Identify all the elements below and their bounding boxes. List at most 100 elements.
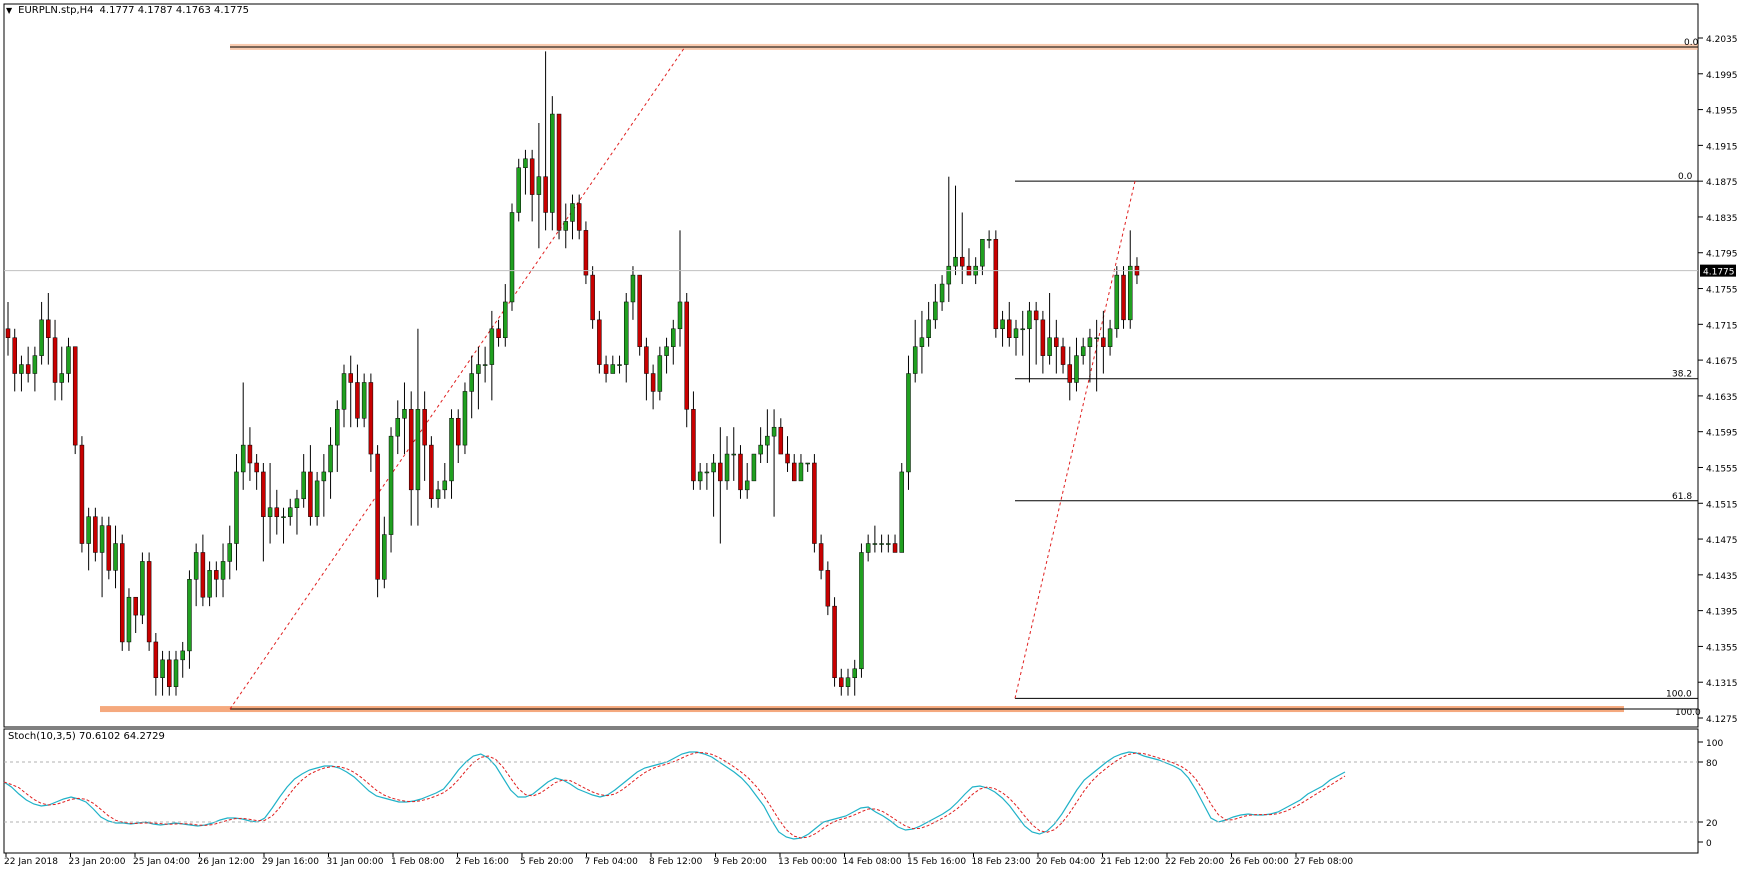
candle-body bbox=[503, 301, 508, 338]
candle-body bbox=[482, 364, 488, 366]
candle-body bbox=[119, 543, 125, 643]
candle-body bbox=[859, 552, 864, 670]
candle-body bbox=[664, 346, 669, 356]
time-tick-label: 1 Feb 08:00 bbox=[391, 857, 445, 867]
price-tick-label: 4.1475 bbox=[1706, 536, 1738, 546]
candle-body bbox=[845, 677, 851, 687]
stoch-tick-label: 20 bbox=[1706, 819, 1718, 829]
time-tick-label: 26 Jan 12:00 bbox=[198, 857, 255, 867]
candle-body bbox=[1107, 328, 1113, 347]
candle-body bbox=[946, 265, 952, 285]
candle-body bbox=[744, 480, 750, 491]
price-tick-label: 4.1995 bbox=[1706, 71, 1738, 81]
candle-body bbox=[623, 301, 629, 365]
time-tick-label: 5 Feb 20:00 bbox=[520, 857, 574, 867]
price-tick-label: 4.1835 bbox=[1706, 214, 1738, 224]
candle-body bbox=[395, 418, 401, 437]
candle-body bbox=[140, 561, 145, 616]
fibo-big-0-label: 0.0 bbox=[1684, 38, 1699, 48]
candle-body bbox=[879, 543, 884, 545]
candle-body bbox=[261, 471, 266, 517]
price-tick-label: 4.1875 bbox=[1706, 178, 1738, 188]
candle-body bbox=[1007, 319, 1012, 338]
candle-body bbox=[341, 373, 347, 410]
candle-body bbox=[751, 453, 757, 482]
candle-body bbox=[933, 301, 938, 321]
candle-body bbox=[637, 274, 642, 347]
candle-body bbox=[590, 274, 595, 321]
price-tick-label: 4.1515 bbox=[1706, 500, 1738, 510]
candle-body bbox=[724, 453, 730, 482]
candle-body bbox=[798, 462, 804, 482]
candle-body bbox=[247, 444, 253, 464]
candle-body bbox=[926, 319, 931, 338]
axis-layer: 4.2035 4.1995 4.1955 4.1915 4.1875 4.1835 4.17… bbox=[4, 35, 1738, 867]
candle-body bbox=[1027, 310, 1032, 330]
candle-body bbox=[267, 507, 273, 517]
candle-body bbox=[361, 382, 367, 419]
candle-body bbox=[167, 659, 172, 687]
time-tick-label: 27 Feb 08:00 bbox=[1294, 857, 1353, 867]
candle-body bbox=[644, 346, 649, 374]
candle-body bbox=[953, 256, 958, 267]
candle-body bbox=[1067, 364, 1073, 383]
fibo-small-level-label: 100.0 bbox=[1666, 689, 1692, 699]
candle-body bbox=[657, 355, 663, 392]
candle-body bbox=[778, 426, 784, 455]
candle-body bbox=[435, 489, 441, 500]
candle-body bbox=[146, 561, 152, 643]
candle-body bbox=[66, 346, 71, 374]
candle-body bbox=[650, 373, 656, 392]
candle-body bbox=[818, 543, 824, 571]
candle-body bbox=[731, 453, 737, 456]
candle-body bbox=[469, 373, 474, 392]
candle-body bbox=[422, 409, 427, 446]
candle-body bbox=[348, 373, 353, 383]
candle-body bbox=[529, 158, 535, 195]
candle-body bbox=[1000, 319, 1005, 330]
candle-body bbox=[671, 328, 676, 347]
candle-body bbox=[1114, 274, 1120, 330]
candle-body bbox=[677, 301, 683, 330]
candle-body bbox=[570, 203, 575, 222]
candle-body bbox=[718, 462, 723, 482]
candle-body bbox=[697, 471, 703, 482]
chart-header: ▼ EURPLN.stp,H4 4.1777 4.1787 4.1763 4.1… bbox=[6, 5, 249, 16]
candle-body bbox=[227, 543, 233, 562]
candle-body bbox=[301, 471, 306, 500]
candle-body bbox=[214, 570, 219, 580]
candle-body bbox=[852, 668, 857, 678]
candle-body bbox=[113, 543, 118, 571]
candle-body bbox=[563, 221, 569, 231]
time-tick-label: 14 Feb 08:00 bbox=[843, 857, 902, 867]
candles-layer bbox=[5, 51, 1140, 696]
candle-body bbox=[630, 274, 636, 303]
candle-body bbox=[765, 435, 770, 446]
candle-body bbox=[980, 239, 985, 267]
candle-body bbox=[12, 337, 17, 374]
candle-body bbox=[1101, 337, 1106, 347]
candle-body bbox=[402, 409, 407, 419]
candle-body bbox=[1040, 319, 1046, 356]
candle-body bbox=[1033, 310, 1039, 321]
candle-body bbox=[1020, 328, 1025, 331]
candle-body bbox=[738, 453, 743, 491]
candle-body bbox=[240, 444, 246, 473]
fibo-small-level-label: 0.0 bbox=[1678, 172, 1693, 182]
candle-body bbox=[106, 525, 112, 571]
price-tick-label: 4.1275 bbox=[1706, 715, 1738, 725]
candle-body bbox=[187, 579, 192, 652]
candle-body bbox=[1094, 337, 1099, 339]
price-tick-label: 4.1355 bbox=[1706, 643, 1738, 653]
candle-body bbox=[455, 418, 461, 446]
time-tick-label: 8 Feb 12:00 bbox=[649, 857, 703, 867]
fibo-big-trendline bbox=[229, 46, 686, 710]
time-tick-label: 20 Feb 04:00 bbox=[1036, 857, 1095, 867]
ohlc-label: 4.1777 4.1787 4.1763 4.1775 bbox=[99, 5, 250, 16]
candle-body bbox=[603, 364, 609, 374]
stochastic-layer bbox=[3, 751, 1346, 840]
candle-body bbox=[153, 641, 159, 678]
dropdown-triangle-icon[interactable]: ▼ bbox=[6, 6, 13, 15]
